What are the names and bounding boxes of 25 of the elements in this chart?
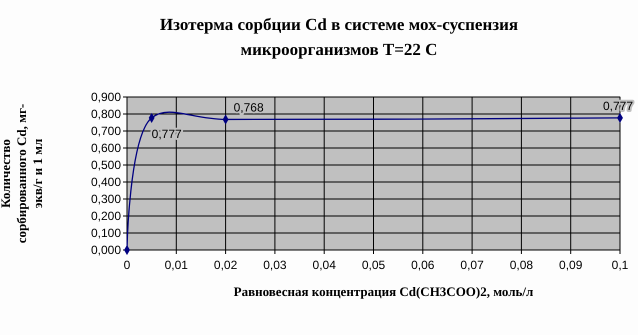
y-tick-label: 0,700: [90, 124, 122, 138]
x-tick-label: 0: [124, 258, 131, 272]
x-tick-label: 0,02: [214, 258, 238, 272]
y-tick-label: 0,000: [90, 243, 122, 258]
y-tick-label: 0,800: [90, 107, 122, 122]
y-tick-label: 0,900: [90, 90, 122, 104]
x-tick-label: 0,1: [612, 258, 629, 272]
chart-title: Изотерма сорбции Cd в системе мох-суспензия микроорганизмов T=22 C: [160, 15, 518, 59]
x-tick-label: 0,04: [312, 258, 336, 272]
data-label: 0,768: [234, 100, 264, 114]
x-tick-label: 0,05: [362, 258, 386, 272]
y-tick-label: 0,500: [90, 158, 122, 172]
y-tick-label: 0,300: [90, 192, 122, 206]
x-tick-label: 0,09: [559, 258, 583, 272]
x-axis-title: Равновесная концентрация Cd(CH3COO)2, моль/л: [234, 284, 534, 299]
y-tick-label: 0,600: [90, 141, 122, 156]
y-tick-label: 0,400: [90, 175, 122, 190]
y-axis-title: Количество сорбированного Cd, мг-экв/г и 1 мл: [0, 104, 45, 244]
x-tick-label: 0,03: [263, 258, 287, 272]
y-tick-label: 0,200: [90, 209, 122, 224]
y-tick-label: 0,100: [90, 226, 122, 240]
x-tick-label: 0,06: [411, 258, 435, 272]
x-tick-label: 0,01: [164, 258, 188, 272]
x-tick-label: 0,07: [460, 258, 484, 272]
x-tick-label: 0,08: [510, 258, 534, 272]
